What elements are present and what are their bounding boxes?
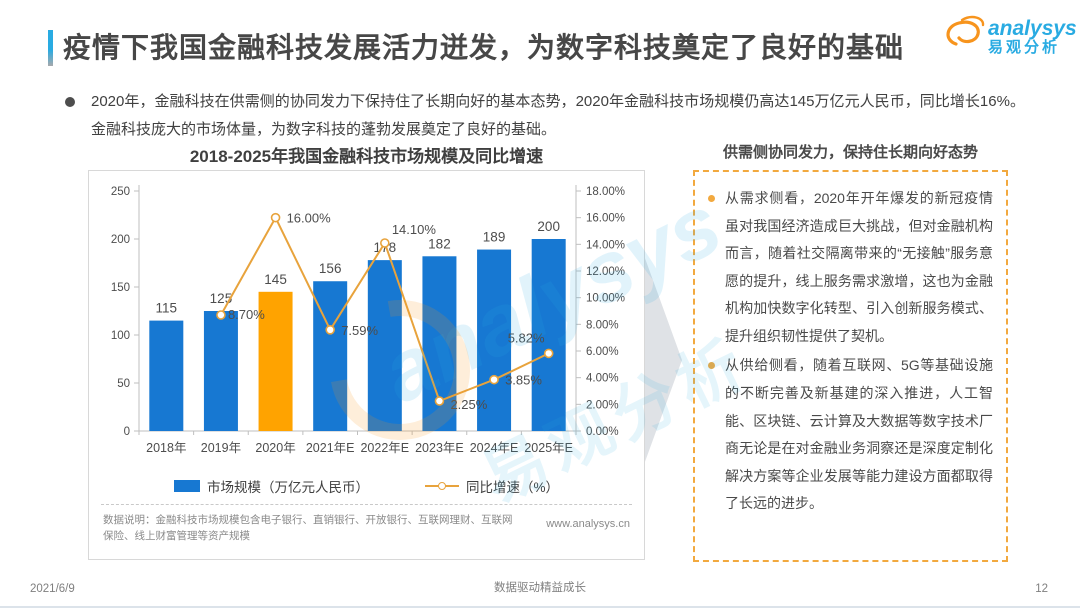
x-category-label: 2023年E: [415, 441, 464, 455]
chart-title: 2018-2025年我国金融科技市场规模及同比增速: [189, 147, 544, 166]
bar-2025年E: [531, 239, 566, 431]
x-category-label: 2022年E: [360, 441, 409, 455]
panel-heading: 供需侧协同发力，保持住长期向好态势: [722, 144, 978, 161]
panel-bullet-item: 从需求侧看，2020年开年爆发的新冠疫情虽对我国经济造成巨大挑战，但对金融机构而…: [708, 185, 993, 350]
left-axis-tick-label: 100: [111, 330, 130, 342]
panel-bullet-text: 从需求侧看，2020年开年爆发的新冠疫情虽对我国经济造成巨大挑战，但对金融机构而…: [725, 190, 993, 344]
bar-value-label: 200: [537, 219, 560, 234]
left-axis-tick-label: 50: [117, 378, 130, 390]
bullet-dot-icon: [708, 362, 715, 370]
right-axis-tick-label: 14.00%: [586, 239, 625, 251]
line-series-marker-icon: [424, 482, 459, 490]
chart-card: 0 50 100 150 200 250 0.00% 2.00% 4.00% 6.00% 8.00%…: [88, 170, 645, 560]
insight-panel: 从需求侧看，2020年开年爆发的新冠疫情虽对我国经济造成巨大挑战，但对金融机构而…: [693, 170, 1008, 562]
bullet-icon: [65, 97, 75, 107]
x-category-label: 2019年: [201, 441, 241, 455]
bullet-dot-icon: [708, 195, 715, 202]
bar-value-label: 189: [483, 230, 506, 245]
x-category-label: 2021年E: [306, 441, 355, 455]
bar-2024年E: [477, 249, 512, 431]
bar-2018年: [149, 320, 184, 431]
bar-value-label: 145: [264, 272, 287, 287]
x-category-label: 2018年: [146, 441, 186, 455]
left-axis-tick-label: 0: [124, 426, 130, 438]
chart-legend: 市场规模（万亿元人民币） 同比增速（%）: [89, 475, 644, 497]
right-axis-tick-label: 0.00%: [586, 426, 619, 438]
growth-point-2025年E: [543, 348, 554, 359]
title-accent-bar: [48, 30, 53, 66]
right-axis-tick-label: 6.00%: [586, 346, 619, 358]
x-category-label: 2024年E: [470, 441, 519, 455]
growth-value-label: 14.10%: [392, 222, 437, 237]
growth-point-2021年E: [325, 325, 335, 335]
bar-2019年: [203, 311, 238, 431]
market-size-growth-chart: 0 50 100 150 200 250 0.00% 2.00% 4.00% 6.00% 8.00%…: [111, 185, 625, 455]
legend-label: 市场规模（万亿元人民币）: [206, 480, 369, 495]
right-axis-tick-label: 4.00%: [586, 373, 619, 385]
right-axis-tick-label: 2.00%: [586, 399, 619, 411]
panel-bullet-item: 从供给侧看，随着互联网、5G等基础设施的不断完善及新基建的深入推进，人工智能、区…: [708, 352, 993, 517]
source-link[interactable]: www.analysys.cn: [546, 518, 630, 530]
bar-value-label: 125: [210, 291, 233, 306]
legend-growth-rate: 同比增速（%）: [424, 476, 559, 496]
right-axis-tick-label: 8.00%: [586, 319, 619, 331]
growth-value-label: 2.25%: [450, 397, 487, 412]
growth-value-label: 3.85%: [505, 373, 542, 388]
left-axis-tick-label: 150: [111, 282, 130, 294]
legend-label: 同比增速（%）: [465, 480, 559, 495]
growth-point-2024年E: [489, 374, 499, 385]
panel-bullet-text: 从供给侧看，随着互联网、5G等基础设施的不断完善及新基建的深入推进，人工智能、区…: [725, 357, 993, 512]
summary-bullet: 2020年，金融科技在供需侧的协同发力下保持住了长期向好的基本态势，2020年金…: [65, 88, 1025, 144]
growth-value-label: 7.59%: [341, 323, 378, 338]
bar-2022年E: [367, 260, 402, 431]
logo-swirl-icon: [942, 14, 986, 59]
logo-wordmark-cn: 易观分析: [988, 38, 1061, 56]
summary-text: 2020年，金融科技在供需侧的协同发力下保持住了长期向好的基本态势，2020年金…: [91, 93, 1025, 138]
bar-value-label: 182: [428, 236, 451, 251]
growth-point-2023年E: [434, 396, 445, 406]
bar-value-label: 115: [156, 301, 178, 316]
left-axis-tick-label: 200: [111, 234, 130, 246]
x-category-label: 2020年: [255, 441, 295, 455]
footnote-divider: [101, 504, 632, 505]
x-category-label: 2025年E: [524, 441, 573, 455]
bar-2020年: [258, 291, 293, 431]
right-axis-tick-label: 18.00%: [586, 186, 625, 198]
growth-point-2019年: [216, 310, 226, 320]
right-axis-tick-label: 10.00%: [586, 293, 625, 305]
right-axis-tick-label: 12.00%: [586, 266, 625, 278]
footer-slogan: 数据驱动精益成长: [494, 582, 586, 594]
brand-logo: analysys 易观分析: [942, 14, 1077, 59]
growth-value-label: 16.00%: [287, 211, 332, 226]
growth-value-label: 5.82%: [508, 330, 545, 345]
footer-page-number: 12: [1035, 583, 1048, 595]
slide-bottom-edge: [0, 606, 1080, 608]
logo-wordmark: analysys: [988, 16, 1077, 40]
left-axis-tick-label: 250: [111, 186, 130, 198]
growth-point-2022年E: [380, 238, 390, 248]
bar-value-label: 156: [319, 261, 342, 276]
right-axis-tick-label: 16.00%: [586, 213, 625, 225]
bar-series-swatch-icon: [173, 480, 200, 492]
chart-footnote: 数据说明：金融科技市场规模包含电子银行、直销银行、开放银行、互联网理财、互联网保…: [103, 514, 513, 543]
growth-value-label: 8.70%: [228, 307, 265, 322]
growth-point-2020年: [270, 212, 281, 223]
page-title: 疫情下我国金融科技发展活力迸发，为数字科技奠定了良好的基础: [63, 32, 905, 63]
legend-market-size: 市场规模（万亿元人民币）: [173, 476, 369, 496]
footer-date: 2021/6/9: [30, 583, 75, 595]
